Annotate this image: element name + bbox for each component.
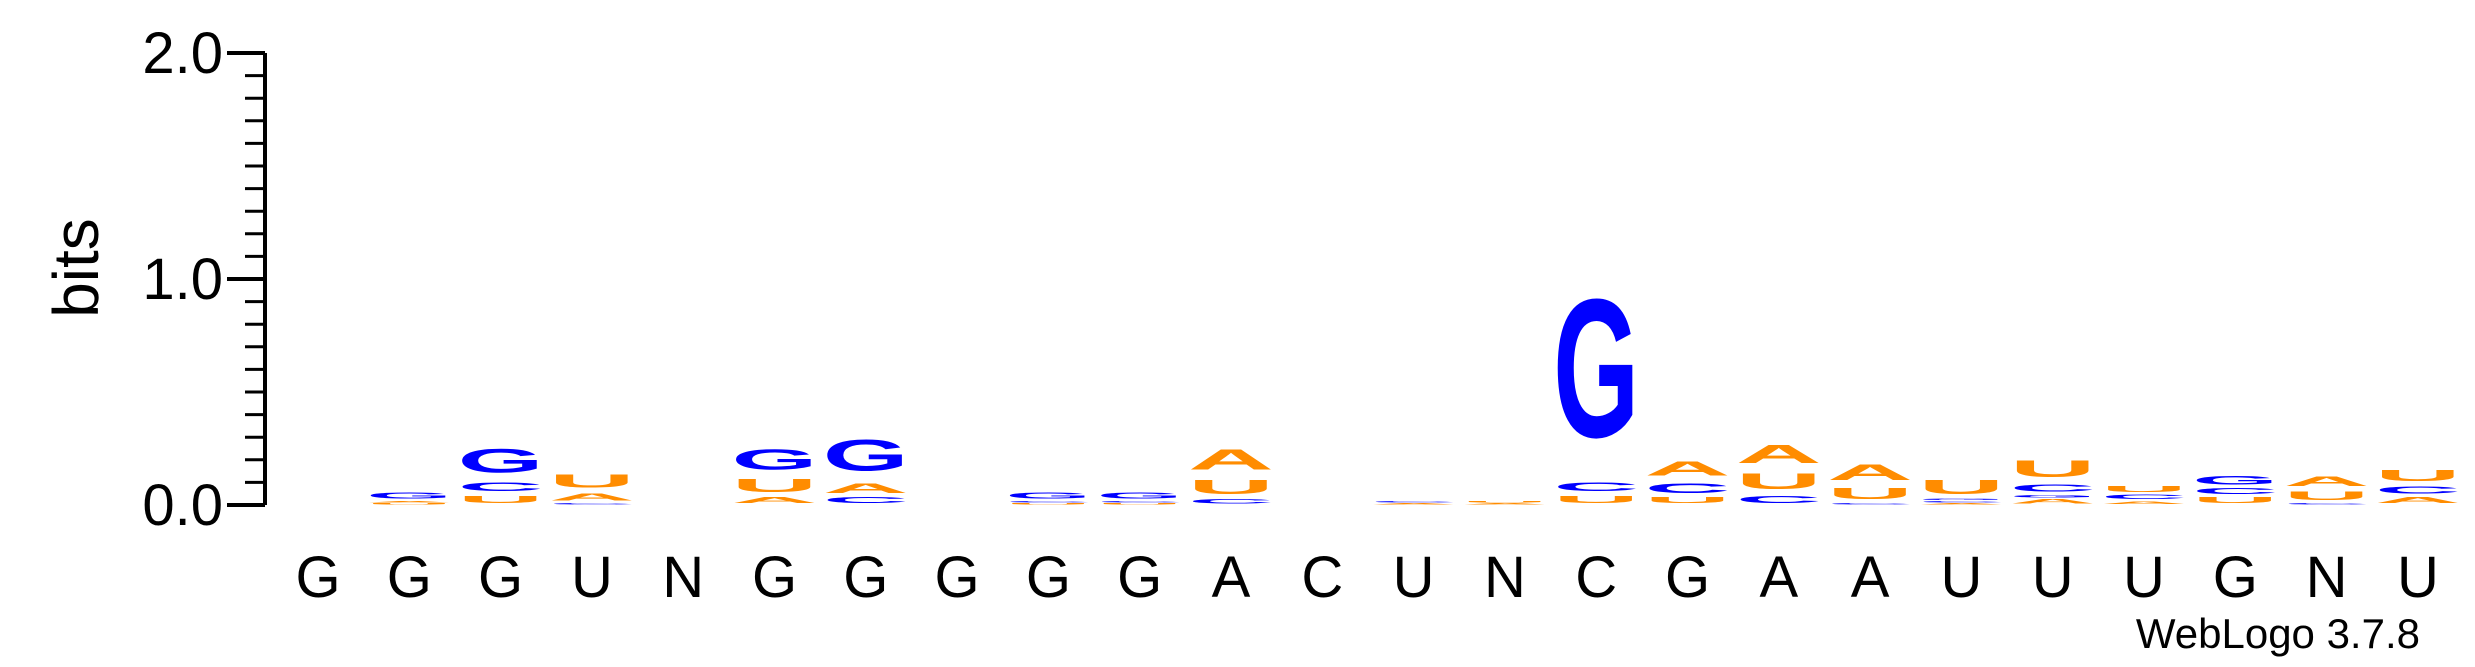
x-tick-label: G [295,545,340,610]
logo-letter-c: C [1188,498,1274,505]
logo-letter-u: U [1918,476,2004,498]
logo-letter-g: G [1553,258,1639,479]
logo-letter-c: C [1553,480,1639,494]
logo-letter-a: A [2010,498,2096,505]
logo-letter-g: G [1918,498,2004,500]
logo-letter-g: G [1005,491,1091,500]
logo-letter-u: U [2192,496,2278,505]
logo-letter-c: C [1645,480,1731,496]
y-tick-label: 2.0 [142,21,223,86]
logo-letter-c: C [2284,503,2370,505]
x-tick-label: G [935,545,980,610]
x-tick-label: U [2397,545,2439,610]
logo-letter-u: U [2375,467,2461,485]
logo-letter-u: U [1188,476,1274,498]
y-tick-label: 1.0 [142,247,223,312]
x-tick-label: U [1940,545,1982,610]
logo-letter-a: A [2284,473,2370,489]
y-tick-label: 0.0 [142,473,223,538]
logo-letter-c: C [1918,500,2004,502]
logo-letter-u: U [458,494,544,505]
x-tick-label: A [1212,545,1251,610]
x-tick-label: N [662,545,704,610]
logo-letter-a: A [1462,503,1548,505]
logo-letter-u: U [1462,500,1548,502]
logo-letter-a: A [1736,440,1822,469]
x-tick-label: A [1851,545,1890,610]
x-tick-label: G [2213,545,2258,610]
x-tick-label: U [2123,545,2165,610]
logo-letter-g: G [366,491,452,500]
logo-letter-u: U [2284,489,2370,503]
logo-letter-a: A [1188,444,1274,475]
logo-letter-g: G [2010,494,2096,499]
logo-letter-g: G [823,430,909,480]
x-tick-label: N [1484,545,1526,610]
logo-letter-a: A [549,491,635,502]
x-tick-label: C [1301,545,1343,610]
axes: bits WebLogo 3.7.8 0.01.02.0G G G U N G G G G G A C… [40,21,2439,657]
logo-letter-g: G [458,442,544,480]
x-tick-label: G [1665,545,1710,610]
y-axis-label: bits [40,218,112,318]
logo-letter-u: U [1097,503,1183,505]
logo-letter-a: A [366,500,452,502]
logo-letter-a: A [1371,503,1457,505]
logo-letter-c: C [458,480,544,494]
logo-letter-c: C [2192,487,2278,496]
x-tick-label: G [1117,545,1162,610]
logo-letter-a: A [1645,458,1731,480]
logo-letter-u: U [1005,503,1091,505]
logo-letter-g: G [732,444,818,476]
x-tick-label: U [1393,545,1435,610]
x-tick-label: U [2032,545,2074,610]
logo-letter-u: U [2010,455,2096,482]
x-tick-label: A [1759,545,1798,610]
logo-letter-c: C [2010,482,2096,493]
logo-letter-c: C [1005,500,1091,502]
x-tick-label: G [478,545,523,610]
logo-letter-a: A [1827,460,1913,485]
x-tick-label: G [387,545,432,610]
logo-letter-c: C [2375,485,2461,496]
logo-letter-u: U [1736,469,1822,494]
logo-letter-c: C [1371,500,1457,502]
logo-letter-u: U [732,476,818,496]
logo-letter-u: U [549,471,635,491]
logo-letter-c: C [1827,503,1913,505]
logo-letter-u: U [1827,485,1913,503]
x-tick-label: C [1575,545,1617,610]
logo-letter-c: C [549,503,635,505]
logo-letter-a: A [2101,500,2187,505]
x-tick-label: U [571,545,613,610]
logo-letter-g: G [1097,491,1183,500]
logo-letter-c: C [1097,500,1183,502]
credit-text: WebLogo 3.7.8 [2136,610,2420,657]
x-tick-label: G [752,545,797,610]
logo-letter-c: C [2101,494,2187,501]
x-tick-label: G [843,545,888,610]
logo-letter-a: A [1918,503,2004,505]
logo-letter-a: A [2375,496,2461,505]
logo-letter-a: A [732,496,818,505]
logo-letter-u: U [366,503,452,505]
logo-letter-a: A [823,480,909,496]
logo-letter-c: C [1736,494,1822,505]
x-tick-label: N [2306,545,2348,610]
logo-letter-u: U [1645,496,1731,505]
logo-letter-g: G [2192,473,2278,487]
x-tick-label: G [1026,545,1071,610]
logo-letter-u: U [1553,494,1639,505]
logo-letter-u: U [2101,485,2187,494]
logo-letter-c: C [823,496,909,505]
